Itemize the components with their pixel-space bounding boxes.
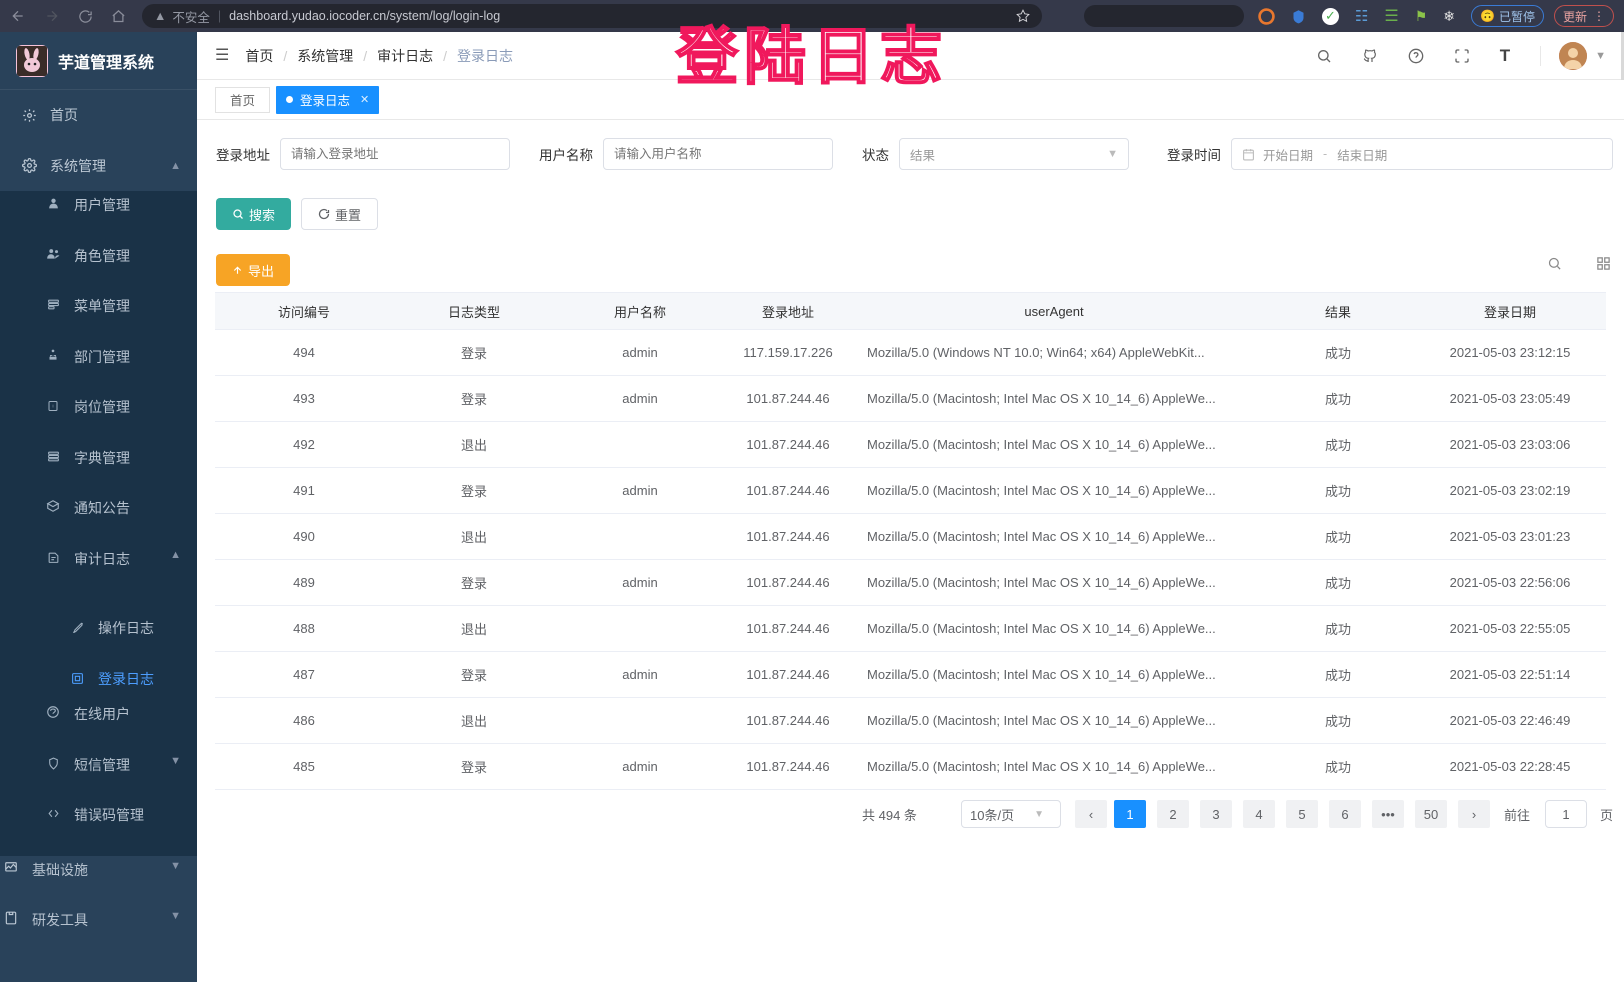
svg-text:i: i (53, 404, 54, 409)
